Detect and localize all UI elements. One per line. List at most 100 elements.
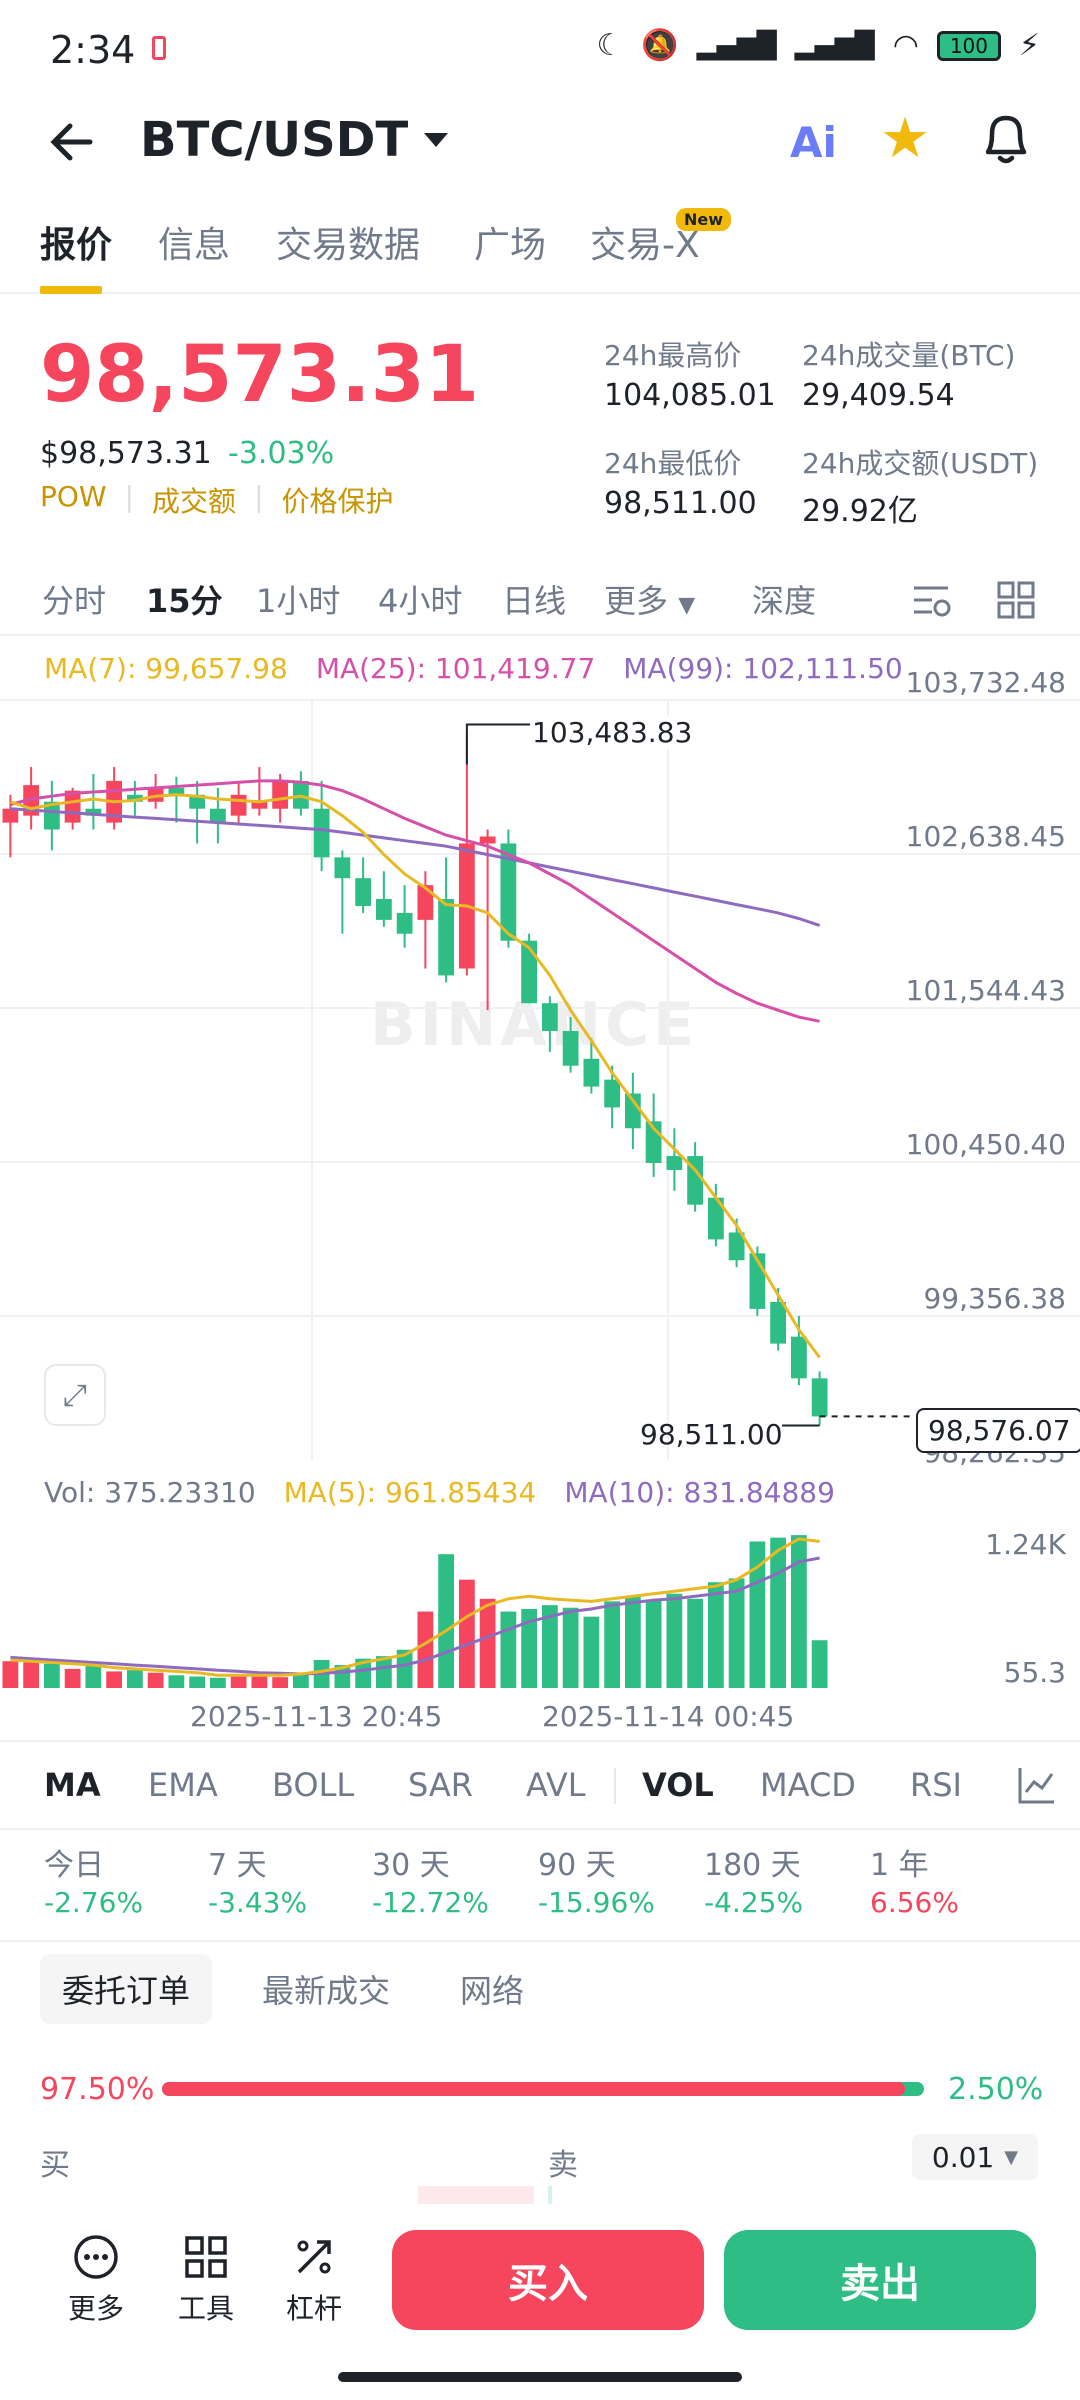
tag-pow[interactable]: POW bbox=[40, 480, 107, 513]
tf-more-label: 更多 bbox=[604, 582, 669, 620]
perf-value-180d: -4.25% bbox=[704, 1886, 804, 1919]
low-marker-label: 98,511.00 bbox=[640, 1418, 783, 1451]
volume-bar bbox=[811, 1640, 828, 1688]
leverage-label: 杠杆 bbox=[285, 2292, 342, 2325]
volume-bar bbox=[106, 1671, 123, 1688]
bell-icon[interactable] bbox=[978, 108, 1034, 168]
candle-body bbox=[707, 1197, 724, 1240]
volume-bar bbox=[396, 1649, 413, 1688]
tf-more[interactable]: 更多 ▼ bbox=[604, 576, 695, 622]
home-indicator[interactable] bbox=[338, 2372, 742, 2382]
ind-ema[interactable]: EMA bbox=[148, 1766, 218, 1804]
candle-body bbox=[375, 899, 392, 920]
tag-turnover[interactable]: 成交额 bbox=[152, 485, 237, 518]
chart-settings-icon[interactable] bbox=[910, 580, 952, 622]
favorite-star-icon[interactable]: ★ bbox=[880, 106, 931, 171]
ai-icon[interactable]: Ai bbox=[790, 118, 837, 167]
more-button[interactable]: 更多 bbox=[56, 2234, 136, 2327]
leverage-button[interactable]: 杠杆 bbox=[274, 2234, 354, 2327]
moon-icon: ☾ bbox=[596, 28, 624, 63]
tools-button[interactable]: 工具 bbox=[166, 2234, 246, 2327]
volume-bar bbox=[645, 1600, 662, 1688]
perf-label-1y: 1 年 bbox=[870, 1848, 929, 1883]
notification-icon bbox=[152, 36, 166, 60]
tf-daily[interactable]: 日线 bbox=[502, 582, 567, 620]
ind-rsi[interactable]: RSI bbox=[910, 1766, 962, 1804]
tab-order-book[interactable]: 委托订单 bbox=[40, 1954, 213, 2024]
candle-body bbox=[396, 912, 413, 934]
indicator-settings-icon[interactable] bbox=[1016, 1764, 1058, 1806]
ratio-bar bbox=[162, 2082, 924, 2096]
candle-body bbox=[666, 1156, 683, 1170]
tab-square[interactable]: 广场 bbox=[474, 225, 547, 266]
caret-down-icon bbox=[424, 133, 449, 147]
ind-ma[interactable]: MA bbox=[44, 1766, 101, 1804]
charging-icon: ⚡ bbox=[1018, 28, 1040, 63]
pair-selector[interactable]: BTC/USDT bbox=[140, 112, 449, 168]
chevron-down-icon: ▼ bbox=[678, 593, 696, 618]
volume-bar bbox=[500, 1611, 517, 1688]
volume-bar bbox=[251, 1675, 268, 1688]
ind-vol[interactable]: VOL bbox=[642, 1766, 714, 1804]
new-badge: New bbox=[676, 208, 732, 231]
ma99-legend: MA(99): 102,111.50 bbox=[623, 652, 903, 685]
more-label: 更多 bbox=[67, 2292, 124, 2325]
grid-layout-icon[interactable] bbox=[996, 580, 1036, 620]
candle-body bbox=[43, 801, 60, 830]
tag-price-protection[interactable]: 价格保护 bbox=[281, 485, 394, 518]
candle-body bbox=[541, 1003, 558, 1032]
divider bbox=[0, 1940, 1080, 1942]
ma7-line bbox=[9, 793, 821, 1359]
tf-depth[interactable]: 深度 bbox=[752, 582, 817, 620]
tf-4h[interactable]: 4小时 bbox=[378, 582, 463, 620]
volume-bar bbox=[230, 1673, 247, 1688]
ind-avl[interactable]: AVL bbox=[526, 1766, 586, 1804]
candle-body bbox=[209, 808, 226, 823]
candle-body bbox=[230, 794, 247, 816]
perf-label-today: 今日 bbox=[44, 1848, 104, 1883]
volume-bar bbox=[438, 1554, 455, 1688]
tf-1h[interactable]: 1小时 bbox=[256, 582, 341, 620]
volume-bar bbox=[770, 1537, 787, 1688]
volume-bar bbox=[147, 1672, 164, 1688]
candle-body bbox=[770, 1301, 787, 1344]
ma25-line bbox=[10, 779, 820, 1023]
status-bar: 2:34 ☾ 🔕 ▂▄▆█ ▂▄▆█ ◠ 100 ⚡ bbox=[0, 0, 1080, 100]
ind-macd[interactable]: MACD bbox=[760, 1766, 856, 1804]
indicator-bar: MA EMA BOLL SAR AVL VOL MACD RSI bbox=[0, 1740, 1080, 1830]
tab-trade-data[interactable]: 交易数据 bbox=[276, 225, 421, 266]
ind-sar[interactable]: SAR bbox=[408, 1766, 474, 1804]
buy-button[interactable]: 买入 bbox=[392, 2230, 704, 2330]
candle-body bbox=[521, 940, 538, 1004]
tab-quote[interactable]: 报价 bbox=[40, 225, 113, 266]
tf-15m[interactable]: 15分 bbox=[146, 582, 223, 620]
x-tick-1: 2025-11-14 00:45 bbox=[542, 1700, 795, 1733]
ma7-legend: MA(7): 99,657.98 bbox=[44, 652, 288, 685]
tab-info[interactable]: 信息 bbox=[158, 225, 231, 266]
tab-network[interactable]: 网络 bbox=[460, 1972, 525, 2010]
perf-label-90d: 90 天 bbox=[538, 1848, 616, 1883]
ind-boll[interactable]: BOLL bbox=[272, 1766, 355, 1804]
bottom-action-bar: 更多 工具 杠杆 买入 卖出 bbox=[0, 2200, 1080, 2360]
volume-bar bbox=[292, 1672, 309, 1688]
tab-trade-x[interactable]: 交易-X bbox=[590, 225, 700, 266]
volume-bar bbox=[23, 1662, 40, 1688]
back-arrow-icon[interactable] bbox=[42, 112, 102, 172]
tf-time-sharing[interactable]: 分时 bbox=[42, 582, 107, 620]
vol-usdt-value: 29.92亿 bbox=[802, 494, 918, 529]
fullscreen-expand-icon[interactable]: ⤢ bbox=[44, 1364, 106, 1426]
main-tabs: 报价 信息 交易数据 广场 交易-X New bbox=[0, 208, 1080, 294]
precision-select[interactable]: 0.01 ▼ bbox=[912, 2134, 1038, 2180]
price-change: -3.03% bbox=[228, 436, 335, 471]
high-label: 24h最高价 bbox=[604, 339, 742, 372]
volume-bar bbox=[209, 1677, 226, 1688]
vol-tick-1: 55.3 bbox=[1003, 1656, 1066, 1689]
high-marker-label: 103,483.83 bbox=[532, 716, 693, 749]
sell-ratio-label: 2.50% bbox=[948, 2072, 1044, 2107]
perf-label-7d: 7 天 bbox=[208, 1848, 267, 1883]
sell-button[interactable]: 卖出 bbox=[724, 2230, 1036, 2330]
tab-latest-trades[interactable]: 最新成交 bbox=[262, 1972, 391, 2010]
last-price-tag: 98,576.07 bbox=[916, 1408, 1080, 1453]
tools-label: 工具 bbox=[177, 2292, 234, 2325]
volume-bar bbox=[562, 1607, 579, 1688]
